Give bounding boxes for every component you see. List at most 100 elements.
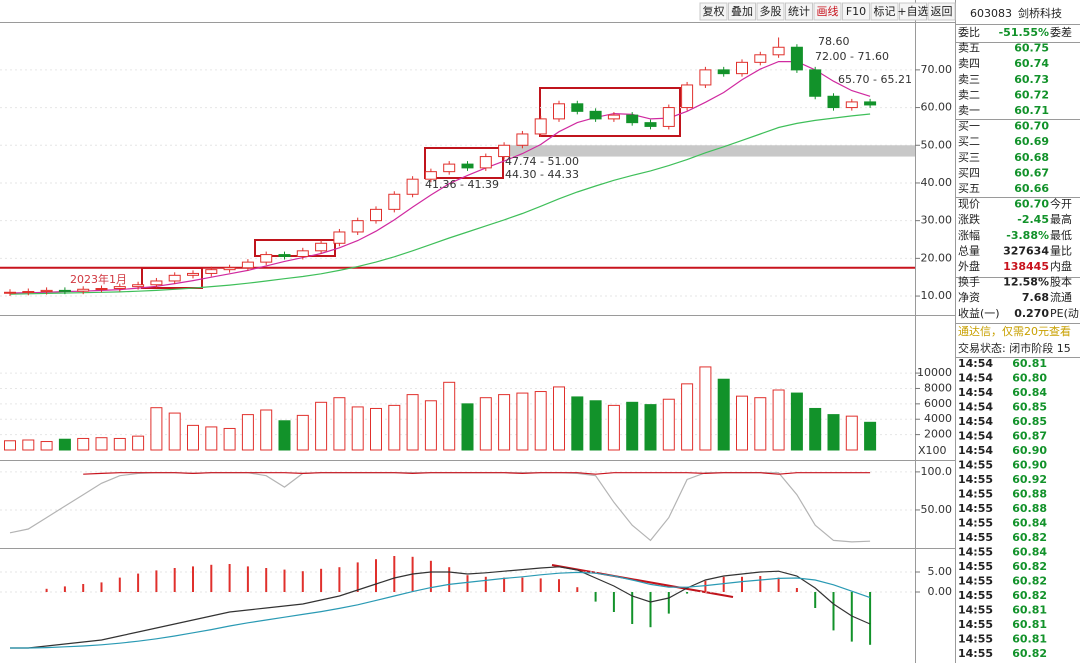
toolbar-button[interactable] [785,2,813,21]
y-tick-label: 8000 [924,381,952,394]
quote-label: 内盘 [1050,259,1072,273]
candle-body [607,114,620,120]
quote-value: -51.55% [999,26,1049,39]
quote-label: 净资 [958,290,980,304]
quote-label: 买四 [958,166,980,179]
toolbar-label[interactable]: 标记 [874,4,896,18]
y-tick-label: 0.00 [928,585,953,598]
quote-value: 60.73 [1014,73,1049,86]
candle-body [58,289,71,292]
volume-bar [168,412,181,451]
volume-bar [40,441,53,451]
candle-body [296,250,309,257]
candle-body [479,156,492,169]
toolbar-label[interactable]: 叠加 [731,5,753,18]
volume-bar [260,409,273,451]
candle-body [589,110,602,120]
volume-bar [443,381,456,451]
volume-bar [333,397,346,451]
highlight-box [254,239,336,257]
tick-time: 14:55 [958,546,993,559]
volume-bar [113,437,126,451]
tick-price: 60.85 [1012,401,1047,414]
toolbar-label[interactable]: 画线 [817,4,839,18]
quote-value: 60.70 [1014,198,1049,211]
tick-time: 14:55 [958,589,993,602]
volume-bar [681,383,694,451]
candle-body [736,61,748,75]
volume-bar [479,397,492,451]
toolbar-label[interactable]: +自选 [897,5,928,18]
tick-time: 14:55 [958,531,993,544]
candle-body [699,69,712,86]
candle-body [644,122,657,127]
tick-time: 14:55 [958,517,993,530]
y-tick-label: 30.00 [921,214,953,227]
volume-bar [296,414,309,451]
toolbar-button[interactable] [899,2,927,21]
candle-body [150,280,163,286]
quote-label: 买一 [958,120,980,133]
tick-time: 14:54 [958,444,993,457]
toolbar-button[interactable] [927,2,956,21]
toolbar-button[interactable] [813,2,842,21]
annotation: 2023年1月 [70,272,127,286]
toolbar-button[interactable] [870,2,899,21]
toolbar-button[interactable] [728,2,756,21]
tick-price: 60.81 [1012,604,1047,617]
annotation: 41.36 - 41.39 [425,178,499,191]
quote-label: 涨幅 [958,229,980,242]
quote-value: 60.69 [1014,135,1049,148]
y-tick-label: 2000 [924,428,952,441]
quote-label: 卖三 [958,73,980,86]
quote-value: 0.270 [1014,307,1049,320]
quote-value: 60.74 [1014,57,1049,70]
candle-body [516,133,529,146]
volume-bar [827,414,840,451]
toolbar-label[interactable]: 多股 [760,4,782,18]
candle-body [443,163,456,173]
tick-time: 14:55 [958,647,993,660]
volume-bar [461,403,474,451]
quote-value: 60.71 [1014,104,1049,117]
tick-price: 60.82 [1012,575,1047,588]
candle-body [790,46,803,71]
quote-label: 股本 [1050,275,1072,289]
y-tick-label: 100.0 [921,465,953,478]
quote-label: 最高 [1050,212,1072,226]
tick-time: 14:54 [958,415,993,428]
annotation: 47.74 - 51.00 [505,155,579,168]
candle-body [278,254,291,257]
candle-body [113,286,126,290]
candle-body [223,267,236,271]
candle-body [4,291,16,294]
volume-bar [644,404,657,451]
toolbar-button[interactable] [842,2,870,21]
toolbar-label[interactable]: 复权 [703,4,725,18]
candle-body [187,272,199,276]
quote-value: 60.66 [1014,182,1049,195]
tick-time: 14:54 [958,401,993,414]
candle-body [717,69,730,75]
quote-label: 最低 [1050,229,1072,242]
volume-bar [424,400,437,451]
quote-label: 卖一 [958,104,980,117]
toolbar-button[interactable] [756,2,785,21]
quote-value: 12.58% [1003,276,1049,289]
volume-bar [22,439,35,451]
volume-bar [187,424,199,451]
tick-time: 14:55 [958,488,993,501]
volume-bar [553,386,565,451]
tick-time: 14:55 [958,618,993,631]
volume-bar [498,394,511,451]
toolbar-button[interactable] [699,2,728,21]
toolbar-label[interactable]: F10 [846,5,866,18]
volume-bar [571,396,584,451]
toolbar-label[interactable]: 返回 [931,5,953,18]
highlight-band [500,145,915,157]
quote-label: 买三 [958,151,980,164]
quote-label: 买五 [958,182,980,195]
toolbar-label[interactable]: 统计 [788,5,810,18]
